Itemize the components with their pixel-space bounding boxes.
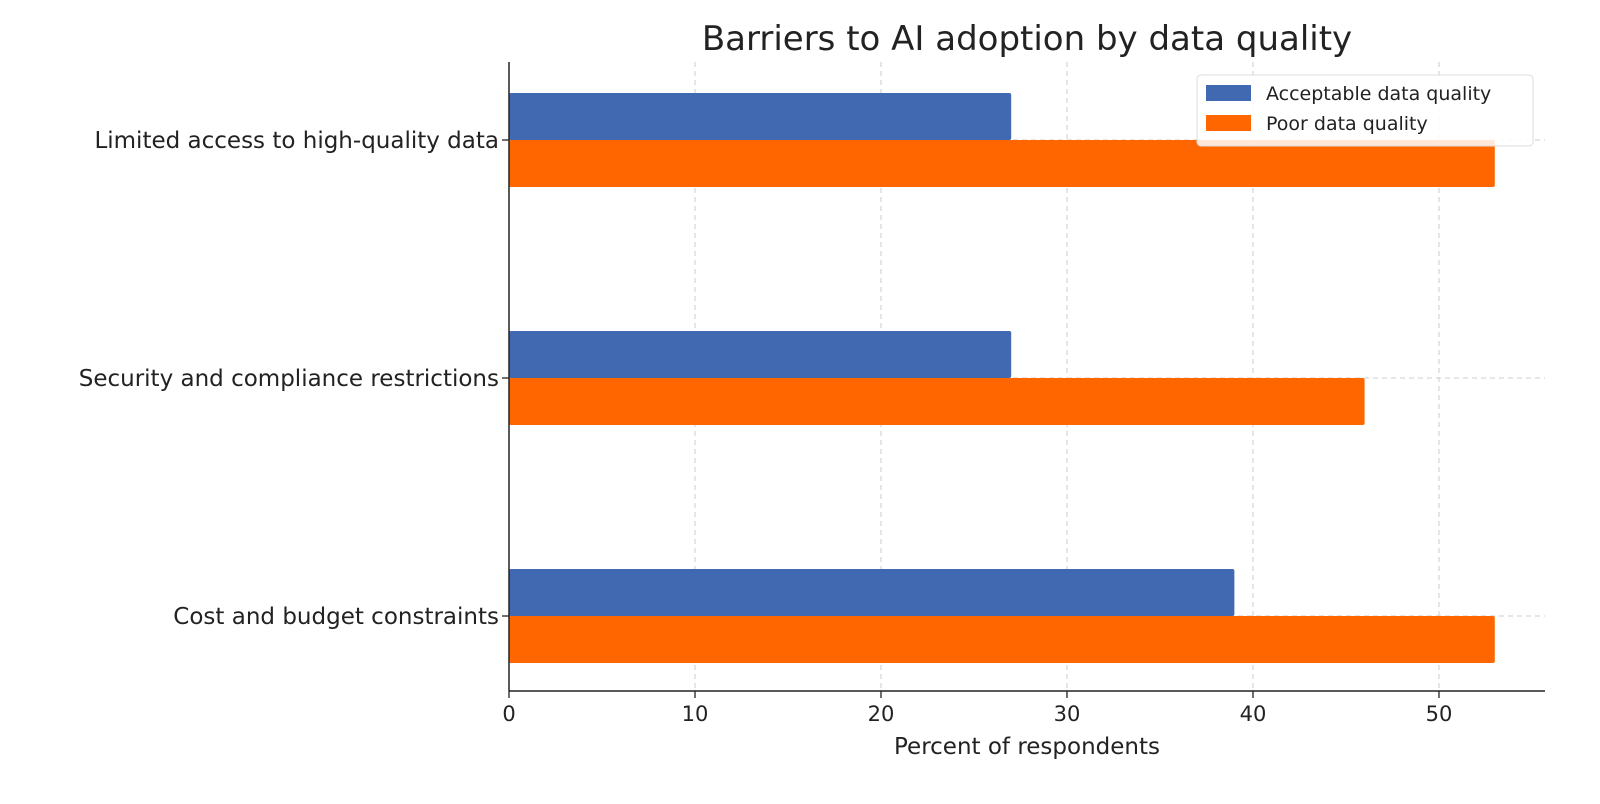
y-tick-label: Security and compliance restrictions [79,366,499,392]
bar-poor [509,616,1495,663]
x-tick-label: 40 [1240,702,1267,726]
bar-poor [509,140,1495,187]
x-tick-label: 10 [682,702,709,726]
bar-poor [509,378,1365,425]
legend-label: Acceptable data quality [1266,83,1491,105]
legend: Acceptable data quality Poor data quality [1196,74,1534,147]
x-tick-label: 50 [1426,702,1453,726]
legend-swatch [1206,85,1251,101]
y-tick-label: Limited access to high-quality data [94,128,499,154]
legend-label: Poor data quality [1266,113,1428,135]
bar-acceptable [509,93,1012,140]
chart-title: Barriers to AI adoption by data quality [702,19,1352,59]
legend-swatch [1206,115,1251,131]
x-tick-label: 0 [502,702,515,726]
x-axis-label: Percent of respondents [894,734,1160,760]
legend-box [1196,74,1534,147]
bar-acceptable [509,569,1235,616]
y-tick-label: Cost and budget constraints [173,604,499,630]
x-tick-label: 20 [868,702,895,726]
x-tick-label: 30 [1054,702,1081,726]
bar-acceptable [509,331,1012,378]
